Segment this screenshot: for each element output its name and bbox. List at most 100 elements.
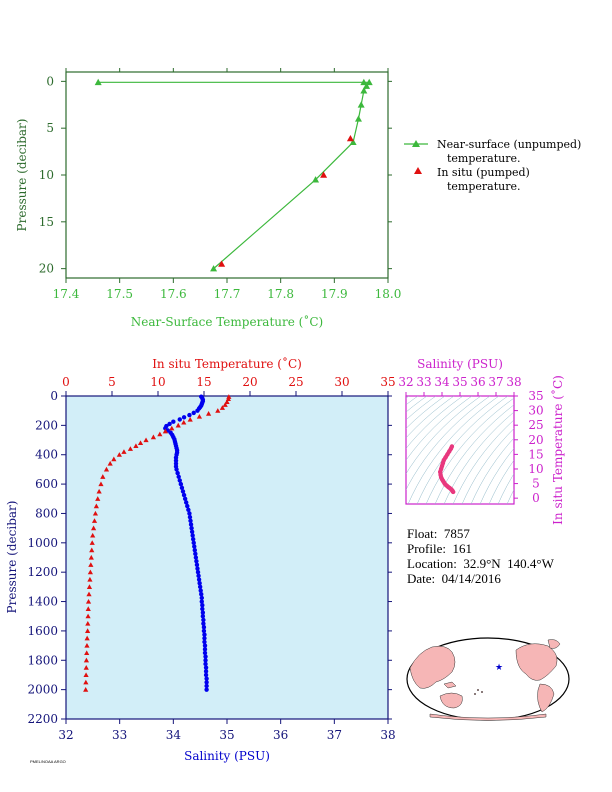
- top-x-axis-label: Near-Surface Temperature (˚C): [131, 314, 323, 329]
- near-surface-point: [360, 87, 368, 94]
- density-contour: [497, 473, 514, 504]
- south-america-shape: [537, 683, 555, 713]
- temperature-point: [224, 399, 230, 404]
- salinity-point: [200, 614, 206, 619]
- temperature-point: [86, 591, 92, 597]
- profile-plot-frame: [65, 395, 389, 720]
- north-america-shape: [515, 643, 558, 681]
- legend-marker-in-situ: [414, 167, 422, 174]
- temperature-point: [196, 413, 202, 419]
- pressure-tick-label: 1000: [27, 536, 58, 550]
- ts-y-tick-label: 5: [532, 477, 540, 491]
- temperature-tick-label: 5: [108, 375, 116, 389]
- temperature-point: [143, 437, 149, 443]
- density-contours: [406, 386, 612, 514]
- salinity-point: [192, 547, 197, 553]
- salinity-point: [193, 555, 199, 560]
- profile-top-axis-label: In situ Temperature (˚C): [152, 356, 302, 371]
- float-info-block: Float: 7857 Profile: 161 Location: 32.9°…: [407, 526, 554, 586]
- temperature-point: [90, 532, 96, 538]
- salinity-point: [203, 669, 209, 674]
- temperature-point: [83, 679, 89, 685]
- ts-x-tick-label: 34: [434, 375, 450, 389]
- temperature-point: [93, 503, 99, 509]
- float-id: Float: 7857: [407, 526, 470, 541]
- top-x-tick-label: 18.0: [375, 287, 402, 301]
- temperature-point: [222, 402, 228, 407]
- salinity-point: [201, 621, 206, 626]
- density-contour: [488, 459, 514, 504]
- near-surface-point: [354, 115, 362, 122]
- salinity-point: [167, 421, 172, 427]
- temperature-point: [127, 446, 133, 451]
- ts-series: [438, 444, 456, 495]
- salinity-tick-label: 37: [327, 728, 342, 742]
- salinity-point: [185, 503, 190, 509]
- top-axes: 17.4 17.5 17.6 17.7 17.8 17.9 18.0 0 5 10 15 20: [39, 68, 402, 301]
- density-contour: [407, 396, 500, 504]
- salinity-point: [194, 562, 200, 568]
- temperature-tick-label: 25: [288, 375, 303, 389]
- profile-bottom-axis-label: Salinity (PSU): [184, 749, 270, 763]
- salinity-point: [201, 628, 207, 634]
- density-contour: [461, 428, 514, 504]
- salinity-point: [182, 496, 188, 501]
- density-contour: [406, 396, 473, 461]
- density-contour: [406, 396, 437, 421]
- pacific-island: [480, 690, 484, 694]
- salinity-point: [204, 683, 209, 689]
- ts-plot-frame: [405, 395, 515, 505]
- top-x-tick-label: 17.4: [53, 287, 80, 301]
- ts-y-tick-label: 35: [528, 389, 543, 403]
- salinity-point: [195, 566, 200, 571]
- pressure-tick-label: 1600: [27, 624, 58, 638]
- salinity-point: [203, 658, 208, 663]
- temperature-tick-label: 15: [196, 375, 211, 389]
- salinity-point: [179, 485, 185, 490]
- density-contour: [406, 396, 482, 475]
- density-contour: [434, 404, 514, 504]
- temperature-point: [91, 525, 97, 531]
- temperature-point: [85, 606, 91, 611]
- top-plot-frame: [65, 71, 389, 279]
- islands-shape: [443, 681, 457, 689]
- ts-y-tick-label: 25: [528, 418, 543, 432]
- temperature-point: [85, 598, 92, 604]
- salinity-point: [201, 617, 206, 623]
- salinity-point: [199, 592, 204, 597]
- temperature-point: [96, 488, 102, 494]
- salinity-point: [197, 584, 203, 590]
- pressure-tick-label: 800: [35, 506, 58, 520]
- ts-x-tick-label: 37: [488, 375, 503, 389]
- pressure-tick-label: 600: [35, 477, 58, 491]
- temperature-point: [83, 665, 89, 670]
- legend-marker-near-surface: [412, 140, 420, 147]
- salinity-point: [204, 687, 209, 692]
- density-contour: [406, 396, 455, 439]
- salinity-point: [181, 415, 187, 420]
- salinity-point: [177, 417, 182, 422]
- salinity-point: [195, 408, 200, 413]
- footer-credit: PMEL/NOAA ARGO: [30, 759, 66, 764]
- australia-shape: [439, 692, 463, 709]
- temperature-point: [150, 434, 156, 440]
- temperature-point: [88, 562, 94, 567]
- ts-y-tick-label: 15: [528, 447, 543, 461]
- in-situ-point: [320, 171, 328, 178]
- top-legend: Near-surface (unpumped) temperature. In …: [404, 138, 585, 193]
- near-surface-temperature-panel: 17.4 17.5 17.6 17.7 17.8 17.9 18.0 0 5 10 15 20 Nea…: [15, 68, 585, 329]
- pressure-tick-label: 200: [35, 418, 58, 432]
- temperature-point: [87, 569, 93, 575]
- salinity-point: [198, 588, 203, 593]
- asia-shape: [409, 645, 456, 689]
- salinity-point: [188, 518, 193, 523]
- salinity-point: [180, 489, 186, 494]
- salinity-point: [174, 467, 179, 472]
- salinity-point: [195, 569, 201, 575]
- top-x-tick-label: 17.5: [106, 287, 133, 301]
- legend-label-in-situ: In situ (pumped) temperature.: [437, 166, 533, 193]
- ts-y-axis-label: In situ Temperature (˚C): [550, 375, 565, 525]
- legend-label-near-surface: Near-surface (unpumped) temperature.: [437, 138, 585, 165]
- density-contour: [539, 386, 612, 514]
- float-location-star-icon: ★: [495, 663, 503, 673]
